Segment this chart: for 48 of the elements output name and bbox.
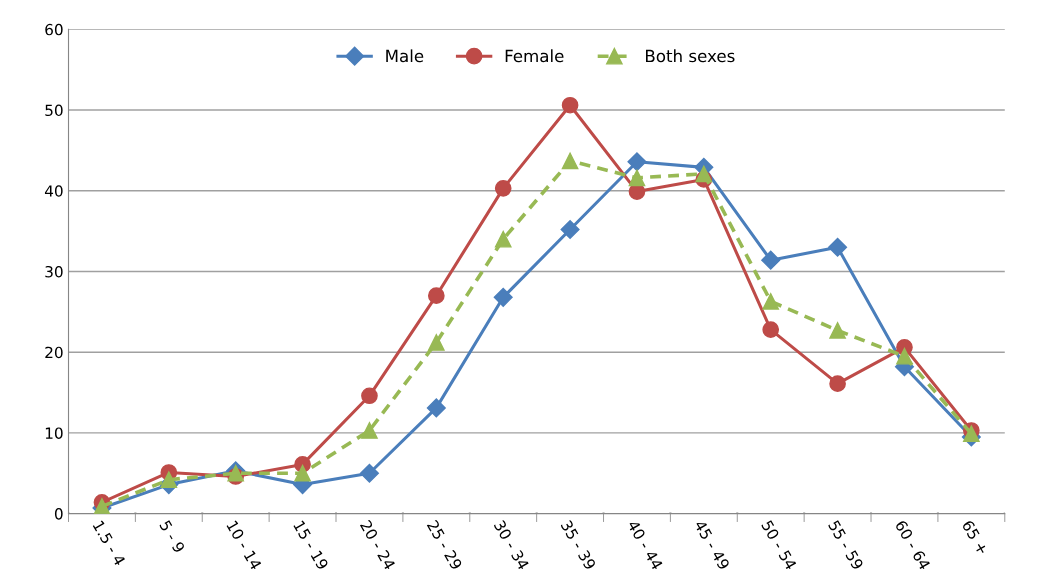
x-tick-label: 60 - 64 xyxy=(894,519,931,571)
point xyxy=(829,375,846,393)
point xyxy=(494,180,512,197)
x-tick-label: 35 - 39 xyxy=(560,519,597,571)
point xyxy=(761,250,781,270)
point xyxy=(160,471,178,489)
y-tick-label: 40 xyxy=(44,185,63,197)
point xyxy=(494,230,512,248)
x-tick-label: 5 - 9 xyxy=(159,519,186,554)
point xyxy=(560,219,580,240)
point xyxy=(628,169,646,187)
point xyxy=(561,152,579,170)
y-tick-label: 10 xyxy=(45,427,63,439)
point xyxy=(627,152,647,172)
y-tick-label: 20 xyxy=(45,346,63,359)
y-tick-label: 30 xyxy=(45,265,63,278)
legend-label: Female xyxy=(505,49,564,63)
x-tick-label: 40 - 44 xyxy=(627,519,664,571)
point xyxy=(561,96,579,114)
point xyxy=(695,165,713,183)
point xyxy=(829,322,846,339)
y-tick-label: 60 xyxy=(45,23,63,36)
point xyxy=(426,398,446,418)
point xyxy=(427,287,445,305)
x-tick-label: 15 - 19 xyxy=(293,520,329,571)
x-tick-label: 45 - 49 xyxy=(693,519,731,571)
x-tick-label: 55 - 59 xyxy=(827,519,864,571)
point xyxy=(896,347,913,365)
x-tick-label: 50 - 54 xyxy=(761,519,798,571)
legend-label: Male xyxy=(386,49,424,63)
point xyxy=(427,334,445,351)
point xyxy=(361,387,378,405)
y-tick-label: 0 xyxy=(54,508,63,520)
point xyxy=(294,464,311,482)
x-tick-label: 20 - 24 xyxy=(359,519,396,571)
point xyxy=(762,321,780,338)
legend-label: Both sexes xyxy=(646,49,735,63)
point xyxy=(359,463,379,483)
point xyxy=(762,293,780,310)
x-tick-label: 30 - 34 xyxy=(493,519,530,571)
y-tick-label: 50 xyxy=(45,104,63,117)
x-tick-label: 1.5 - 4 xyxy=(92,520,126,567)
x-tick-label: 10 - 14 xyxy=(226,520,263,571)
x-tick-label: 65 + xyxy=(961,519,989,556)
point xyxy=(361,422,378,439)
point xyxy=(828,237,848,257)
point xyxy=(493,287,513,307)
x-tick-label: 25 - 29 xyxy=(426,519,463,571)
